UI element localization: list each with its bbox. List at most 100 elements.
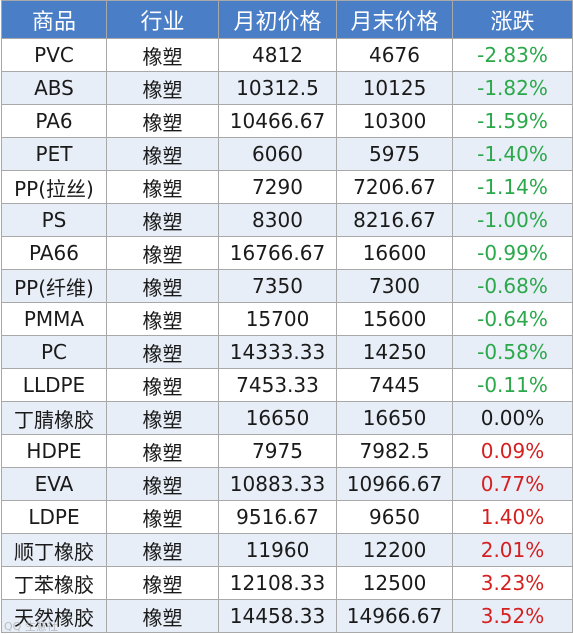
cell-industry: 橡塑 bbox=[106, 38, 219, 72]
table-row: PP(纤维) 橡塑 7350 7300 -0.68% bbox=[1, 269, 573, 303]
table-row: EVA 橡塑 10883.33 10966.67 0.77% bbox=[1, 467, 573, 501]
cell-end-price: 15600 bbox=[336, 302, 453, 336]
cell-change: -1.40% bbox=[452, 137, 573, 171]
cell-end-price: 7206.67 bbox=[336, 170, 453, 204]
header-change: 涨跌 bbox=[452, 0, 573, 39]
cell-end-price: 16650 bbox=[336, 401, 453, 435]
cell-end-price: 9650 bbox=[336, 500, 453, 534]
cell-industry: 橡塑 bbox=[106, 467, 219, 501]
table-body: PVC 橡塑 4812 4676 -2.83% ABS 橡塑 10312.5 10125 -1.8… bbox=[1, 38, 573, 633]
cell-start-price: 10466.67 bbox=[218, 104, 337, 138]
cell-start-price: 7453.33 bbox=[218, 368, 337, 402]
cell-product: 丁腈橡胶 bbox=[1, 401, 107, 435]
table-row: LDPE 橡塑 9516.67 9650 1.40% bbox=[1, 500, 573, 534]
cell-change: -0.58% bbox=[452, 335, 573, 369]
cell-change: -0.99% bbox=[452, 236, 573, 270]
cell-industry: 橡塑 bbox=[106, 533, 219, 567]
cell-product: PC bbox=[1, 335, 107, 369]
table-row: PMMA 橡塑 15700 15600 -0.64% bbox=[1, 302, 573, 336]
cell-change: -1.59% bbox=[452, 104, 573, 138]
cell-product: 顺丁橡胶 bbox=[1, 533, 107, 567]
cell-start-price: 12108.33 bbox=[218, 566, 337, 600]
cell-product: 丁苯橡胶 bbox=[1, 566, 107, 600]
cell-end-price: 7300 bbox=[336, 269, 453, 303]
table-row: 天然橡胶 橡塑 14458.33 14966.67 3.52% bbox=[1, 599, 573, 633]
table-row: ABS 橡塑 10312.5 10125 -1.82% bbox=[1, 71, 573, 105]
cell-change: -2.83% bbox=[452, 38, 573, 72]
table-row: PVC 橡塑 4812 4676 -2.83% bbox=[1, 38, 573, 72]
cell-start-price: 6060 bbox=[218, 137, 337, 171]
cell-start-price: 7975 bbox=[218, 434, 337, 468]
cell-industry: 橡塑 bbox=[106, 500, 219, 534]
cell-start-price: 14458.33 bbox=[218, 599, 337, 633]
cell-end-price: 14966.67 bbox=[336, 599, 453, 633]
cell-industry: 橡塑 bbox=[106, 302, 219, 336]
cell-end-price: 4676 bbox=[336, 38, 453, 72]
cell-industry: 橡塑 bbox=[106, 71, 219, 105]
cell-industry: 橡塑 bbox=[106, 401, 219, 435]
cell-start-price: 7350 bbox=[218, 269, 337, 303]
cell-change: 3.52% bbox=[452, 599, 573, 633]
table-row: 丁腈橡胶 橡塑 16650 16650 0.00% bbox=[1, 401, 573, 435]
cell-end-price: 10125 bbox=[336, 71, 453, 105]
header-end-price: 月末价格 bbox=[336, 0, 453, 39]
table-row: LLDPE 橡塑 7453.33 7445 -0.11% bbox=[1, 368, 573, 402]
cell-end-price: 14250 bbox=[336, 335, 453, 369]
cell-industry: 橡塑 bbox=[106, 203, 219, 237]
header-product: 商品 bbox=[1, 0, 107, 39]
cell-start-price: 16650 bbox=[218, 401, 337, 435]
table-row: PC 橡塑 14333.33 14250 -0.58% bbox=[1, 335, 573, 369]
cell-industry: 橡塑 bbox=[106, 236, 219, 270]
table-row: PA6 橡塑 10466.67 10300 -1.59% bbox=[1, 104, 573, 138]
cell-start-price: 14333.33 bbox=[218, 335, 337, 369]
cell-end-price: 12500 bbox=[336, 566, 453, 600]
cell-industry: 橡塑 bbox=[106, 434, 219, 468]
cell-industry: 橡塑 bbox=[106, 137, 219, 171]
table-row: HDPE 橡塑 7975 7982.5 0.09% bbox=[1, 434, 573, 468]
cell-product: PET bbox=[1, 137, 107, 171]
header-row: 商品 行业 月初价格 月末价格 涨跌 bbox=[1, 0, 573, 39]
cell-product: PP(拉丝) bbox=[1, 170, 107, 204]
cell-change: -1.82% bbox=[452, 71, 573, 105]
cell-change: 2.01% bbox=[452, 533, 573, 567]
cell-product: HDPE bbox=[1, 434, 107, 468]
cell-start-price: 4812 bbox=[218, 38, 337, 72]
cell-change: 3.23% bbox=[452, 566, 573, 600]
cell-change: -0.11% bbox=[452, 368, 573, 402]
cell-industry: 橡塑 bbox=[106, 104, 219, 138]
cell-change: -0.68% bbox=[452, 269, 573, 303]
table-row: PP(拉丝) 橡塑 7290 7206.67 -1.14% bbox=[1, 170, 573, 204]
cell-industry: 橡塑 bbox=[106, 368, 219, 402]
cell-change: 0.09% bbox=[452, 434, 573, 468]
cell-product: PA6 bbox=[1, 104, 107, 138]
cell-industry: 橡塑 bbox=[106, 566, 219, 600]
cell-end-price: 8216.67 bbox=[336, 203, 453, 237]
cell-end-price: 5975 bbox=[336, 137, 453, 171]
cell-product: PMMA bbox=[1, 302, 107, 336]
cell-industry: 橡塑 bbox=[106, 269, 219, 303]
cell-start-price: 9516.67 bbox=[218, 500, 337, 534]
cell-industry: 橡塑 bbox=[106, 170, 219, 204]
cell-change: 1.40% bbox=[452, 500, 573, 534]
cell-industry: 橡塑 bbox=[106, 599, 219, 633]
cell-product: 天然橡胶 bbox=[1, 599, 107, 633]
table-row: PET 橡塑 6060 5975 -1.40% bbox=[1, 137, 573, 171]
cell-end-price: 12200 bbox=[336, 533, 453, 567]
cell-start-price: 16766.67 bbox=[218, 236, 337, 270]
cell-end-price: 10300 bbox=[336, 104, 453, 138]
cell-change: -1.14% bbox=[452, 170, 573, 204]
cell-product: PS bbox=[1, 203, 107, 237]
watermark: QQ 生意社 bbox=[4, 620, 58, 633]
cell-product: EVA bbox=[1, 467, 107, 501]
table-row: 顺丁橡胶 橡塑 11960 12200 2.01% bbox=[1, 533, 573, 567]
cell-change: 0.77% bbox=[452, 467, 573, 501]
cell-start-price: 8300 bbox=[218, 203, 337, 237]
cell-change: 0.00% bbox=[452, 401, 573, 435]
cell-product: PA66 bbox=[1, 236, 107, 270]
cell-product: LDPE bbox=[1, 500, 107, 534]
cell-start-price: 11960 bbox=[218, 533, 337, 567]
cell-end-price: 7445 bbox=[336, 368, 453, 402]
cell-product: LLDPE bbox=[1, 368, 107, 402]
header-industry: 行业 bbox=[106, 0, 219, 39]
